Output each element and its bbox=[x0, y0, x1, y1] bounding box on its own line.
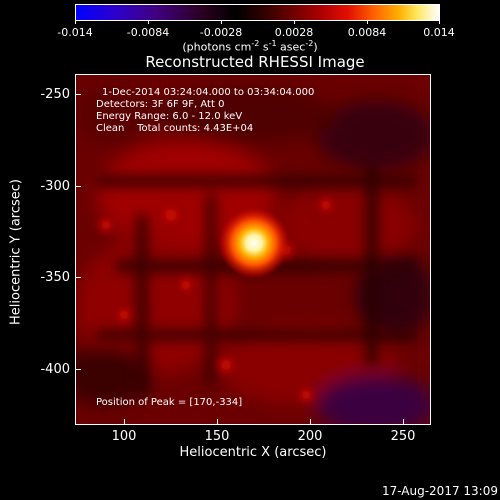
colorbar-tick bbox=[221, 21, 222, 24]
peak-position-label: Position of Peak = [170,-334] bbox=[96, 397, 243, 408]
x-tick-label: 100 bbox=[111, 429, 137, 444]
y-tick-label: -250 bbox=[40, 87, 70, 102]
y-tick bbox=[75, 94, 81, 95]
colorbar-tick bbox=[367, 21, 368, 24]
x-tick bbox=[124, 419, 125, 425]
x-tick bbox=[217, 419, 218, 425]
colorbar-tick-label: -0.0028 bbox=[199, 26, 243, 39]
image-panel: 1-Dec-2014 03:24:04.000 to 03:34:04.000 … bbox=[75, 74, 431, 425]
detectors-label: Detectors: 3F 6F 9F, Att 0 bbox=[96, 99, 225, 110]
colorbar-units: (photons cm-2 s-1 asec-2) bbox=[182, 39, 318, 54]
y-tick-label: -300 bbox=[40, 179, 70, 194]
colorbar-tick bbox=[439, 21, 440, 24]
colorbar-tick-label: 0.0084 bbox=[347, 26, 387, 39]
colorbar-tick-label: 0.0028 bbox=[274, 26, 314, 39]
x-tick-label: 200 bbox=[297, 429, 323, 444]
colorbar-tick bbox=[294, 21, 295, 24]
colorbar-tick bbox=[148, 21, 149, 24]
y-axis-label: Heliocentric Y (arcsec) bbox=[8, 179, 24, 325]
y-tick bbox=[75, 369, 81, 370]
timestamp: 17-Aug-2017 13:09 bbox=[381, 484, 498, 498]
y-tick bbox=[75, 186, 81, 187]
energy-range-label: Energy Range: 6.0 - 12.0 keV bbox=[96, 111, 243, 122]
time-range-label: 1-Dec-2014 03:24:04.000 to 03:34:04.000 bbox=[102, 87, 315, 98]
clean-counts-label: Clean Total counts: 4.43E+04 bbox=[96, 123, 254, 134]
colorbar-tick-label: -0.014 bbox=[57, 26, 93, 39]
rhessi-image bbox=[76, 75, 430, 424]
y-tick-label: -400 bbox=[40, 362, 70, 377]
x-tick bbox=[403, 419, 404, 425]
y-tick bbox=[75, 277, 81, 278]
colorbar bbox=[75, 4, 440, 21]
x-tick-label: 250 bbox=[390, 429, 416, 444]
x-tick-label: 150 bbox=[204, 429, 230, 444]
colorbar-tick-label: -0.0084 bbox=[126, 26, 170, 39]
x-axis-label: Heliocentric X (arcsec) bbox=[179, 445, 327, 460]
colorbar-tick bbox=[75, 21, 76, 24]
x-tick bbox=[310, 419, 311, 425]
colorbar-tick-label: 0.014 bbox=[423, 26, 455, 39]
y-tick-label: -350 bbox=[40, 270, 70, 285]
plot-title: Reconstructed RHESSI Image bbox=[145, 53, 365, 71]
